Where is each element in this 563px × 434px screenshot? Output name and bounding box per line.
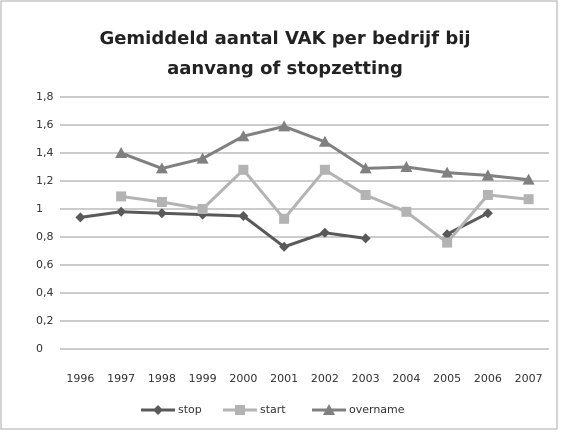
x-tick-label: 1996 — [66, 372, 94, 385]
legend-label: overname — [349, 403, 405, 416]
point — [360, 233, 371, 244]
point — [318, 135, 331, 147]
point — [238, 211, 249, 221]
point — [319, 227, 330, 238]
point — [75, 212, 86, 223]
point — [116, 191, 127, 202]
point — [319, 164, 330, 175]
x-tick-label: 2004 — [392, 372, 420, 385]
point — [156, 197, 167, 207]
point — [442, 237, 453, 248]
point — [400, 161, 413, 172]
point — [116, 206, 127, 217]
x-tick-label: 2003 — [352, 372, 380, 385]
point — [441, 166, 454, 178]
y-tick-label: 0 — [36, 342, 43, 355]
point — [523, 194, 534, 205]
point — [237, 130, 250, 142]
x-tick-label: 1999 — [189, 372, 217, 385]
y-tick-label: 1,4 — [36, 146, 54, 159]
x-tick-label: 2000 — [229, 372, 257, 385]
x-tick-label: 1998 — [148, 372, 176, 385]
legend-marker — [153, 405, 163, 415]
legend-marker — [323, 404, 335, 415]
chart-title: Gemiddeld aantal VAK per bedrijf bij aan… — [99, 28, 471, 79]
point — [156, 208, 167, 219]
x-tick-label: 2007 — [515, 372, 543, 385]
y-tick-label: 1 — [36, 202, 43, 215]
point — [278, 120, 291, 132]
y-tick-label: 0,6 — [36, 258, 54, 271]
series-line — [80, 210, 489, 249]
point — [196, 152, 209, 164]
point — [115, 147, 128, 158]
y-tick-label: 0,4 — [36, 286, 54, 299]
point — [279, 241, 290, 252]
point — [279, 213, 290, 224]
legend-label: stop — [178, 403, 202, 416]
y-tick-label: 0,2 — [36, 314, 54, 327]
y-tick-label: 1,2 — [36, 174, 54, 187]
y-tick-label: 0,8 — [36, 230, 54, 243]
point — [401, 206, 412, 217]
point — [522, 173, 535, 185]
point — [359, 162, 372, 174]
x-tick-label: 1997 — [107, 372, 135, 385]
legend-marker — [235, 405, 245, 415]
point — [155, 162, 168, 174]
x-tick-label: 2005 — [433, 372, 461, 385]
point — [238, 164, 249, 175]
point — [482, 190, 493, 200]
y-tick-label: 1,8 — [36, 90, 54, 103]
y-tick-label: 1,6 — [36, 118, 54, 131]
point — [360, 190, 371, 200]
x-tick-label: 2001 — [270, 372, 298, 385]
point — [481, 169, 494, 181]
point — [197, 204, 208, 214]
x-tick-label: 2002 — [311, 372, 339, 385]
x-tick-label: 2006 — [474, 372, 502, 385]
point — [442, 229, 453, 240]
point — [482, 208, 493, 219]
legend-label: start — [260, 403, 286, 416]
